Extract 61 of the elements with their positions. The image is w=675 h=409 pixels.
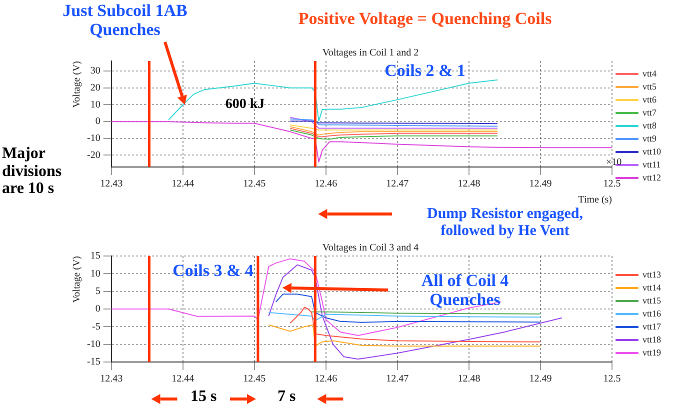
- annotation: 600 kJ: [224, 97, 266, 112]
- legend-label: vtt8: [642, 120, 657, 130]
- legend-label: vtt13: [642, 269, 662, 280]
- chart-title: Voltages in Coil 1 and 2: [322, 48, 419, 59]
- x-tick-label: 12.49: [529, 374, 552, 385]
- legend-label: vtt16: [642, 308, 662, 318]
- legend-label: vtt4: [642, 68, 657, 78]
- x-axis-title: Time (s): [578, 194, 612, 206]
- text: 7 s: [276, 388, 297, 406]
- text: Positive Voltage = Quenching Coils: [297, 9, 553, 29]
- y-tick-label: 15: [90, 250, 100, 262]
- y-tick-label: 30: [90, 66, 100, 77]
- y-tick-label: 20: [90, 82, 100, 94]
- x-tick-label: 12.43: [100, 178, 123, 190]
- legend-label: vtt5: [642, 81, 657, 92]
- legend-label: vtt11: [642, 159, 661, 170]
- chart-title: Voltages in Coil 3 and 4: [322, 242, 419, 254]
- annotation: ×10: [606, 157, 623, 168]
- annotation: All of Coil 4 Quenches: [420, 271, 510, 310]
- x-tick-label: 12.48: [458, 178, 480, 190]
- y-tick-label: -10: [86, 338, 100, 350]
- x-tick-label: 12.44: [172, 374, 194, 385]
- legend-label: vtt7: [642, 107, 657, 118]
- legend-label: vtt9: [642, 133, 657, 144]
- x-tick-label: 12.47: [386, 178, 409, 190]
- x-tick-label: 12.5: [603, 374, 621, 385]
- y-axis-title: Voltage (V): [72, 256, 83, 303]
- x-tick-label: 12.47: [386, 374, 409, 385]
- text: Dump Resistor engaged, followed by He Vent: [426, 206, 584, 239]
- legend-label: vtt14: [642, 282, 662, 292]
- y-tick-label: 0: [95, 116, 100, 128]
- legend-label: vtt17: [642, 321, 662, 332]
- y-tick-label: 10: [90, 268, 100, 280]
- y-tick-label: -20: [86, 150, 100, 161]
- legend-label: vtt12: [642, 172, 662, 182]
- legend-label: vtt15: [642, 295, 662, 306]
- legend-label: vtt6: [642, 94, 657, 104]
- y-tick-label: -15: [86, 356, 100, 368]
- x-tick-label: 12.48: [458, 374, 480, 385]
- annotation: Coils 3 & 4: [172, 261, 254, 281]
- text: 15 s: [189, 388, 218, 406]
- y-axis-title: Voltage (V): [72, 61, 83, 108]
- legend-label: vtt18: [642, 334, 662, 344]
- x-tick-label: 12.44: [172, 178, 194, 190]
- annotation: Coils 2 & 1: [384, 61, 466, 81]
- y-tick-label: 0: [95, 304, 100, 315]
- x-tick-label: 12.46: [314, 178, 338, 190]
- y-tick-label: -5: [92, 321, 100, 332]
- x-tick-label: 12.46: [314, 374, 338, 385]
- x-tick-label: 12.45: [243, 374, 266, 385]
- text: Major divisions are 10 s: [2, 145, 63, 198]
- y-tick-label: 10: [90, 99, 100, 110]
- x-tick-label: 12.43: [100, 374, 123, 385]
- legend-label: vtt19: [642, 347, 662, 358]
- x-tick-label: 12.49: [529, 178, 552, 190]
- x-tick-label: 12.5: [603, 178, 621, 190]
- y-tick-label: 5: [95, 286, 100, 297]
- x-tick-label: 12.45: [243, 178, 266, 190]
- y-tick-label: -10: [86, 133, 100, 144]
- legend-label: vtt10: [642, 146, 662, 156]
- text: Just Subcoil 1AB Quenches: [62, 1, 188, 40]
